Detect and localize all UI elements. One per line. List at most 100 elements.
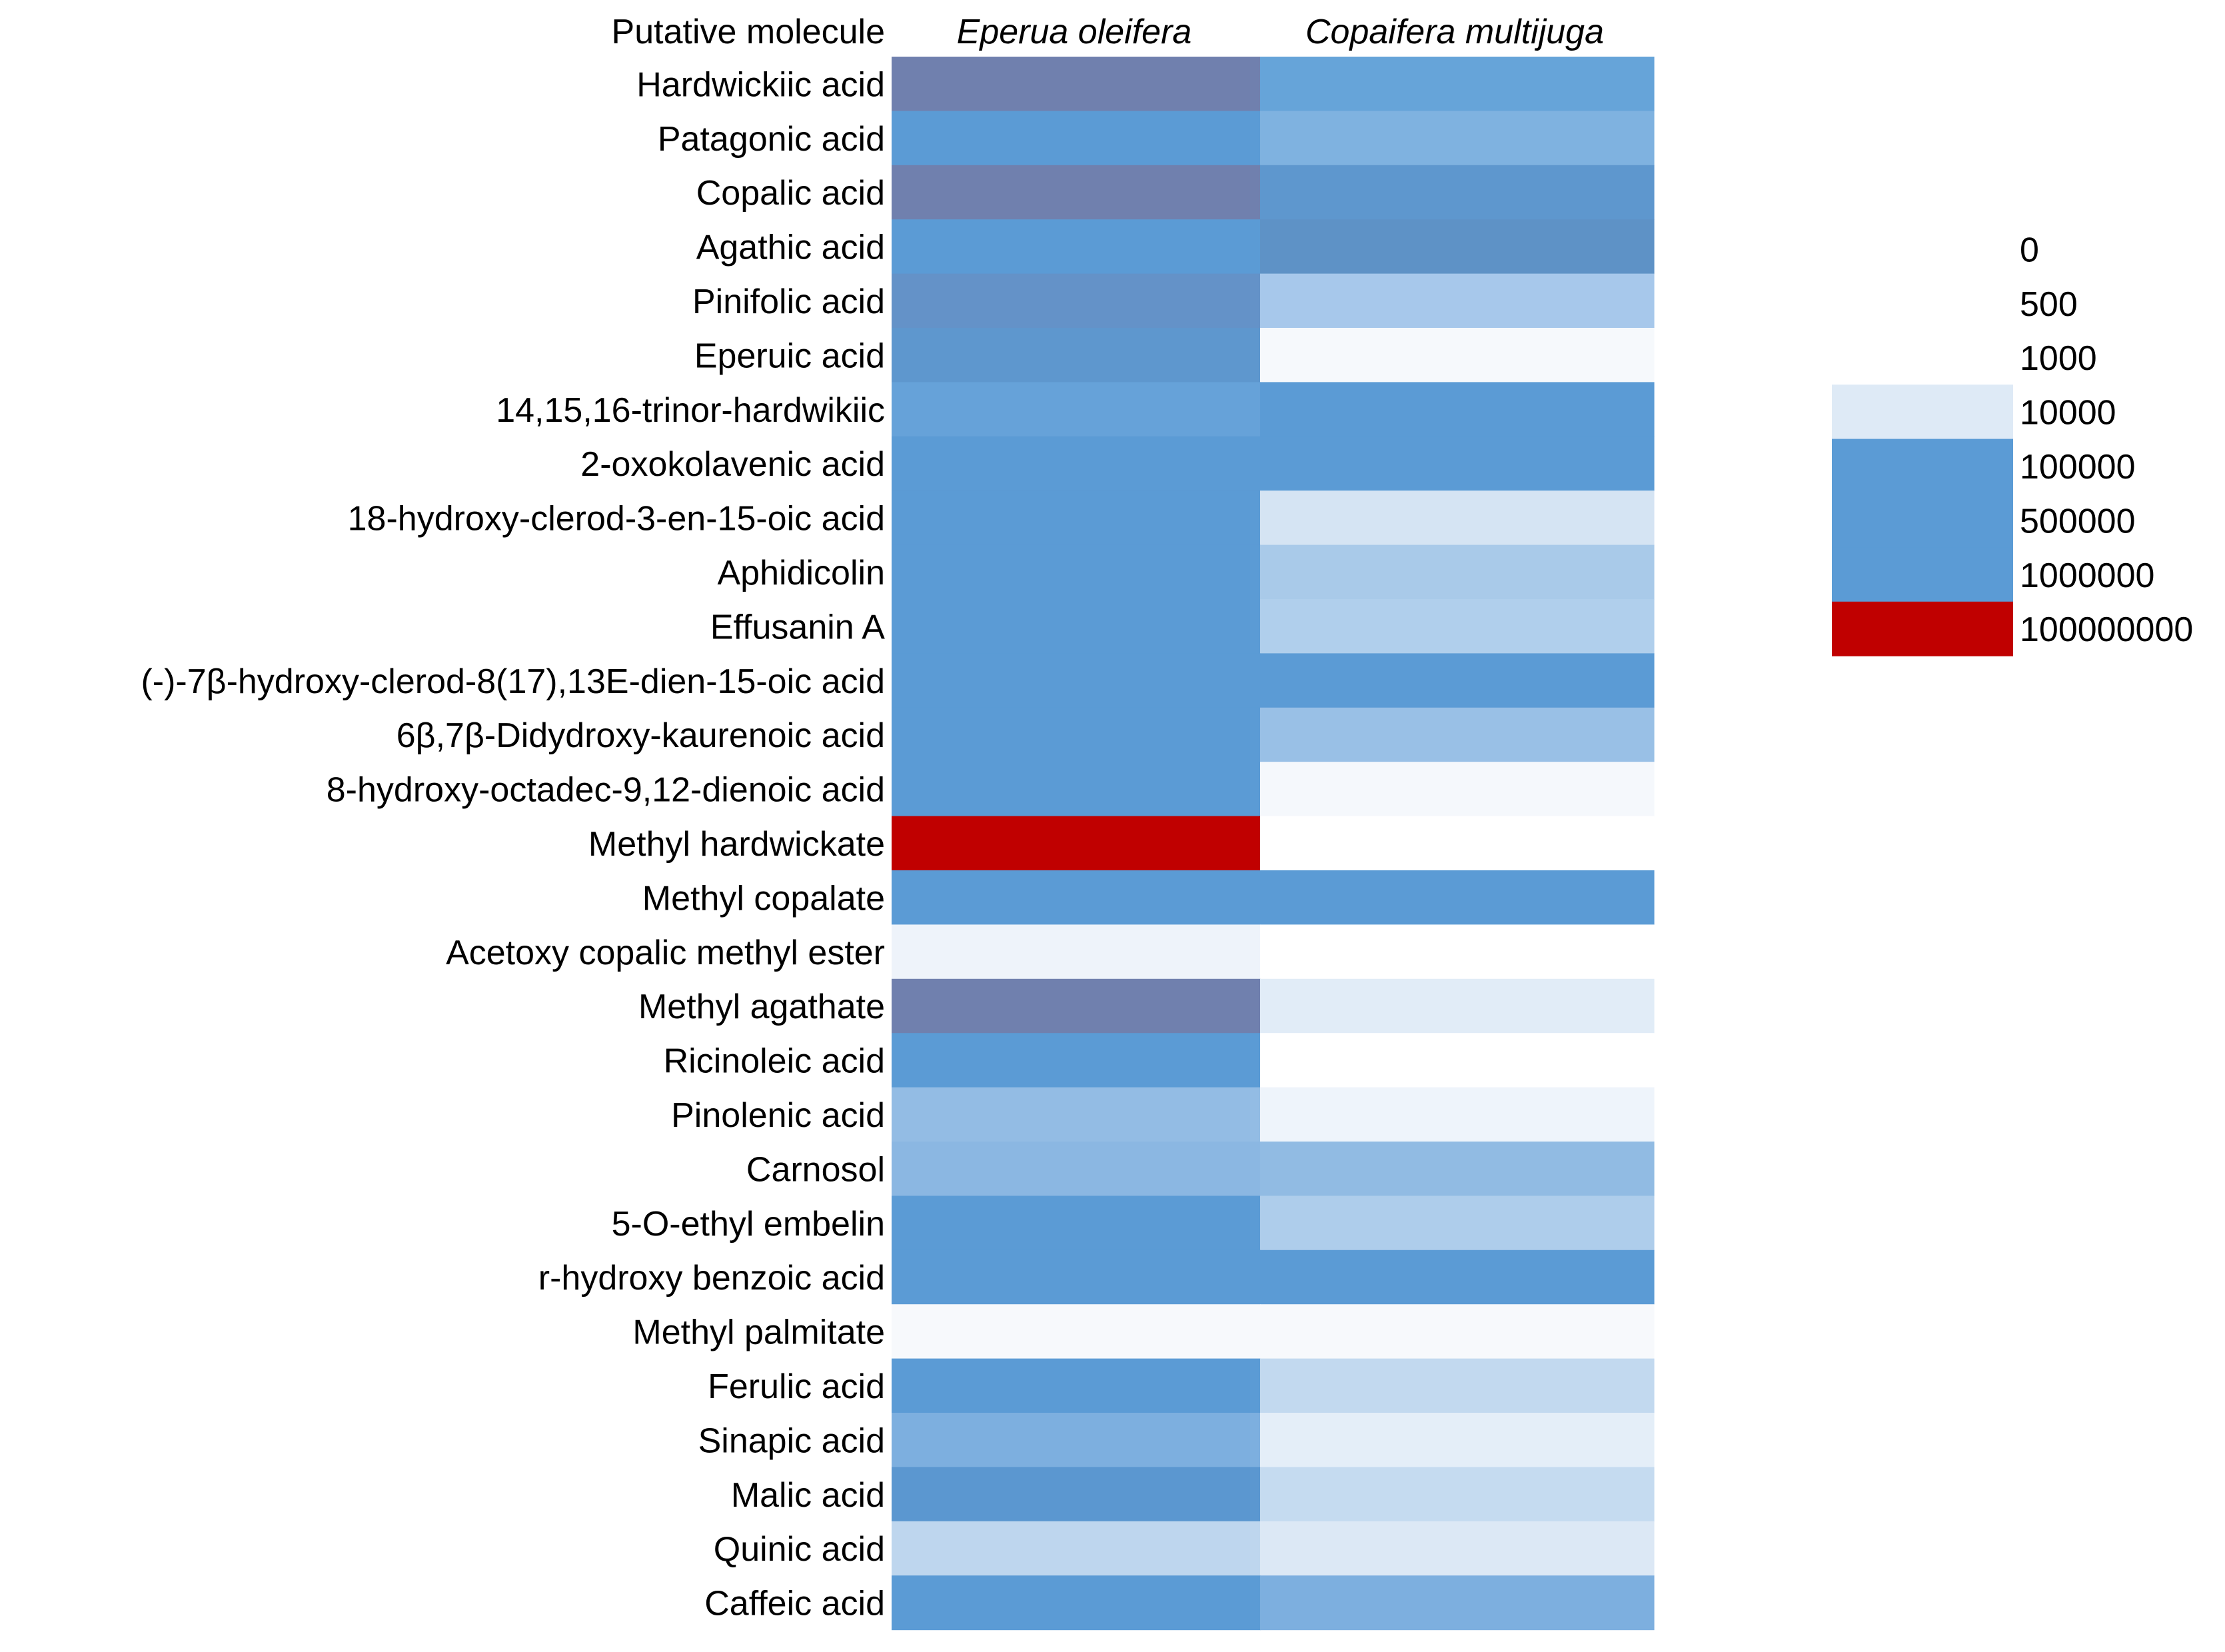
heatmap-cell bbox=[1260, 111, 1655, 166]
heatmap-cell bbox=[892, 436, 1261, 491]
heatmap-cell bbox=[1260, 490, 1655, 546]
row-label: 14,15,16-trinor-hardwikiic bbox=[496, 391, 885, 430]
row-label: 5-O-ethyl embelin bbox=[612, 1205, 885, 1243]
heatmap-cell bbox=[892, 1142, 1261, 1196]
heatmap-cell bbox=[1260, 57, 1655, 111]
legend-label: 10000 bbox=[2020, 394, 2116, 432]
row-labels: Hardwickiic acid Patagonic acid Copalic ac… bbox=[141, 65, 885, 1623]
heatmap-cell bbox=[892, 544, 1261, 600]
row-label: Patagonic acid bbox=[658, 120, 885, 159]
heatmap-cell bbox=[892, 111, 1261, 166]
row-label: Quinic acid bbox=[714, 1530, 885, 1569]
heatmap-cell bbox=[892, 165, 1261, 220]
heatmap-cell bbox=[892, 1033, 1261, 1088]
heatmap-cell bbox=[1260, 870, 1655, 925]
heatmap-cell bbox=[892, 1467, 1261, 1522]
heatmap-cell bbox=[1260, 707, 1655, 762]
row-label: 6β,7β-Didydroxy-kaurenoic acid bbox=[396, 716, 885, 755]
row-label: Acetoxy copalic methyl ester bbox=[446, 934, 885, 972]
row-label: Hardwickiic acid bbox=[636, 65, 885, 104]
heatmap-cell bbox=[1260, 273, 1655, 329]
legend-swatch bbox=[1832, 438, 2013, 494]
row-label: 2-oxokolavenic acid bbox=[580, 445, 885, 484]
heatmap-cell bbox=[1260, 924, 1655, 980]
legend-label: 500 bbox=[2020, 285, 2078, 324]
row-label: Aphidicolin bbox=[718, 554, 886, 592]
heatmap-cell bbox=[1260, 1087, 1655, 1142]
heatmap-cell bbox=[1260, 165, 1655, 220]
heatmap-cell bbox=[1260, 1358, 1655, 1413]
row-label: Methyl agathate bbox=[638, 988, 885, 1026]
heatmap-cell bbox=[1260, 1196, 1655, 1251]
heatmap-cell bbox=[1260, 328, 1655, 383]
heatmap-cell bbox=[1260, 1467, 1655, 1522]
heatmap-cell bbox=[892, 870, 1261, 925]
heatmap-cell bbox=[1260, 1413, 1655, 1467]
row-label: Agathic acid bbox=[696, 229, 885, 267]
heatmap-cell bbox=[892, 1304, 1261, 1359]
heatmap-cell bbox=[1260, 653, 1655, 708]
row-label: 18-hydroxy-clerod-3-en-15-oic acid bbox=[348, 500, 885, 538]
row-label: Carnosol bbox=[746, 1150, 885, 1189]
heatmap-cell bbox=[1260, 762, 1655, 817]
legend-label: 100000000 bbox=[2020, 610, 2193, 649]
legend-swatch bbox=[1832, 493, 2013, 548]
header-label: Putative molecule bbox=[612, 13, 885, 51]
legend-label: 500000 bbox=[2020, 502, 2136, 540]
heatmap-cell bbox=[1260, 978, 1655, 1034]
row-label: Malic acid bbox=[731, 1476, 885, 1515]
heatmap-cells bbox=[892, 57, 1655, 1631]
row-label: r-hydroxy benzoic acid bbox=[538, 1259, 885, 1297]
legend-swatch bbox=[1832, 601, 2013, 656]
legend-swatch bbox=[1832, 330, 2013, 385]
heatmap-cell bbox=[892, 762, 1261, 817]
heatmap-cell bbox=[892, 273, 1261, 329]
row-label: Pinolenic acid bbox=[671, 1096, 885, 1135]
heatmap-cell bbox=[892, 1087, 1261, 1142]
heatmap-cell bbox=[892, 599, 1261, 654]
heatmap-cell bbox=[1260, 544, 1655, 600]
column-header-1: Copaifera multijuga bbox=[1305, 13, 1604, 51]
legend-label: 100000 bbox=[2020, 448, 2136, 486]
heatmap-cell bbox=[892, 490, 1261, 546]
heatmap-cell bbox=[892, 1575, 1261, 1631]
row-label: Methyl palmitate bbox=[632, 1313, 885, 1352]
row-label: Ferulic acid bbox=[708, 1367, 885, 1406]
heatmap-cell bbox=[892, 924, 1261, 980]
row-label: Copalic acid bbox=[696, 174, 885, 213]
row-label: Caffeic acid bbox=[704, 1585, 885, 1623]
row-label: (-)-7β-hydroxy-clerod-8(17),13E-dien-15-… bbox=[141, 662, 885, 701]
heatmap-cell bbox=[892, 328, 1261, 383]
heatmap-cell bbox=[892, 1249, 1261, 1305]
legend-label: 1000 bbox=[2020, 339, 2097, 378]
row-label: Sinapic acid bbox=[698, 1421, 885, 1460]
heatmap-cell bbox=[1260, 1304, 1655, 1359]
heatmap-cell bbox=[892, 57, 1261, 111]
heatmap-cell bbox=[1260, 436, 1655, 491]
row-label: Methyl copalate bbox=[642, 879, 885, 918]
heatmap-cell bbox=[892, 653, 1261, 708]
heatmap-cell bbox=[1260, 1249, 1655, 1305]
legend-label: 1000000 bbox=[2020, 556, 2154, 595]
row-label: 8-hydroxy-octadec-9,12-dienoic acid bbox=[327, 771, 885, 810]
heatmap-cell bbox=[1260, 1575, 1655, 1631]
heatmap-cell bbox=[1260, 599, 1655, 654]
heatmap-cell bbox=[1260, 1033, 1655, 1088]
heatmap-cell bbox=[892, 1358, 1261, 1413]
row-label: Pinifolic acid bbox=[692, 283, 885, 321]
heatmap-cell bbox=[892, 1196, 1261, 1251]
row-label: Eperuic acid bbox=[694, 337, 885, 375]
heatmap-cell bbox=[892, 382, 1261, 437]
column-header-0: Eperua oleifera bbox=[957, 13, 1192, 51]
legend-swatch bbox=[1832, 276, 2013, 331]
heatmap-cell bbox=[892, 1413, 1261, 1467]
heatmap-cell bbox=[892, 1521, 1261, 1576]
heatmap-cell bbox=[1260, 219, 1655, 275]
legend-swatch bbox=[1832, 385, 2013, 440]
row-label: Methyl hardwickate bbox=[588, 825, 885, 864]
legend-swatch bbox=[1832, 222, 2013, 277]
heatmap-cell bbox=[1260, 382, 1655, 437]
heatmap-cell bbox=[1260, 816, 1655, 871]
legend: 0 500 1000 10000 100000 500000 1000000 10000000… bbox=[1832, 222, 2193, 656]
legend-swatch bbox=[1832, 547, 2013, 602]
